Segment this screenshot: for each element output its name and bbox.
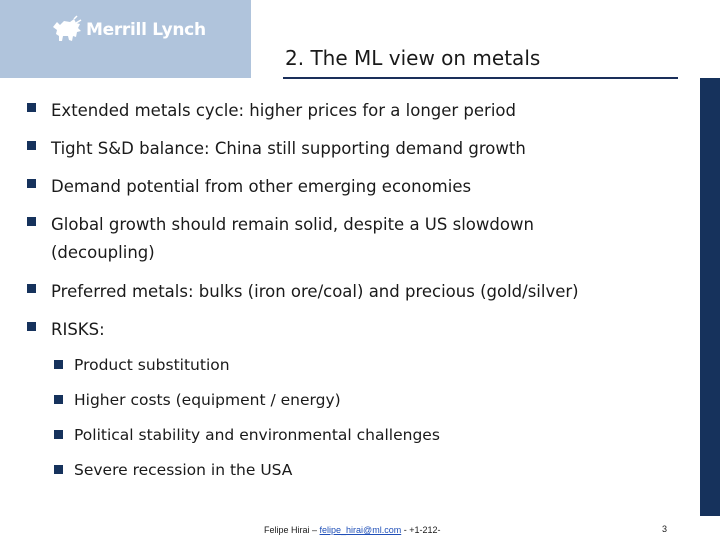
- logo-text: Merrill Lynch: [86, 20, 206, 40]
- merrill-lynch-logo: Merrill Lynch: [50, 14, 206, 46]
- bullet-square-icon: [27, 141, 36, 150]
- logo-panel: Merrill Lynch: [0, 0, 251, 78]
- sub-bullet-item: Severe recession in the USA: [54, 460, 292, 480]
- bullet-item: Demand potential from other emerging eco…: [27, 173, 471, 201]
- bullet-text: Demand potential from other emerging eco…: [51, 177, 472, 196]
- bullet-square-icon: [27, 103, 36, 112]
- sub-bullet-item: Political stability and environmental ch…: [54, 425, 440, 445]
- footer-contact: Felipe Hirai – felipe_hirai@ml.com - +1-…: [264, 525, 440, 535]
- bullet-text: RISKS:: [51, 320, 105, 339]
- bullet-square-icon: [54, 395, 63, 404]
- page-number: 3: [662, 524, 668, 534]
- bullet-item: RISKS:: [27, 316, 105, 344]
- bullet-square-icon: [27, 284, 36, 293]
- side-accent-bar: [700, 78, 720, 516]
- bullet-item: Preferred metals: bulks (iron ore/coal) …: [27, 278, 579, 306]
- sub-bullet-item: Product substitution: [54, 355, 230, 375]
- bull-icon: [53, 15, 82, 41]
- bullet-square-icon: [27, 217, 36, 226]
- sub-bullet-text: Severe recession in the USA: [74, 461, 293, 479]
- bullet-text: Tight S&D balance: China still supportin…: [51, 139, 526, 158]
- sub-bullet-item: Higher costs (equipment / energy): [54, 390, 341, 410]
- page-title: 2. The ML view on metals: [285, 46, 541, 70]
- bullet-square-icon: [54, 360, 63, 369]
- sub-bullet-text: Political stability and environmental ch…: [74, 426, 440, 444]
- bullet-text: Extended metals cycle: higher prices for…: [51, 101, 516, 120]
- bullet-item: Global growth should remain solid, despi…: [27, 211, 534, 267]
- footer-name: Felipe Hirai –: [264, 525, 320, 535]
- bullet-square-icon: [54, 465, 63, 474]
- bullet-text-continued: (decoupling): [51, 243, 155, 262]
- bullet-text: Global growth should remain solid, despi…: [51, 215, 534, 234]
- bullet-square-icon: [54, 430, 63, 439]
- bullet-item: Extended metals cycle: higher prices for…: [27, 97, 516, 125]
- footer-email-link[interactable]: felipe_hirai@ml.com: [319, 525, 402, 535]
- sub-bullet-text: Higher costs (equipment / energy): [74, 391, 341, 409]
- bullet-text: Preferred metals: bulks (iron ore/coal) …: [51, 282, 579, 301]
- bullet-item: Tight S&D balance: China still supportin…: [27, 135, 526, 163]
- title-underline: [283, 77, 678, 79]
- sub-bullet-text: Product substitution: [74, 356, 230, 374]
- footer-phone: - +1-212-: [401, 525, 441, 535]
- bullet-square-icon: [27, 179, 36, 188]
- bullet-square-icon: [27, 322, 36, 331]
